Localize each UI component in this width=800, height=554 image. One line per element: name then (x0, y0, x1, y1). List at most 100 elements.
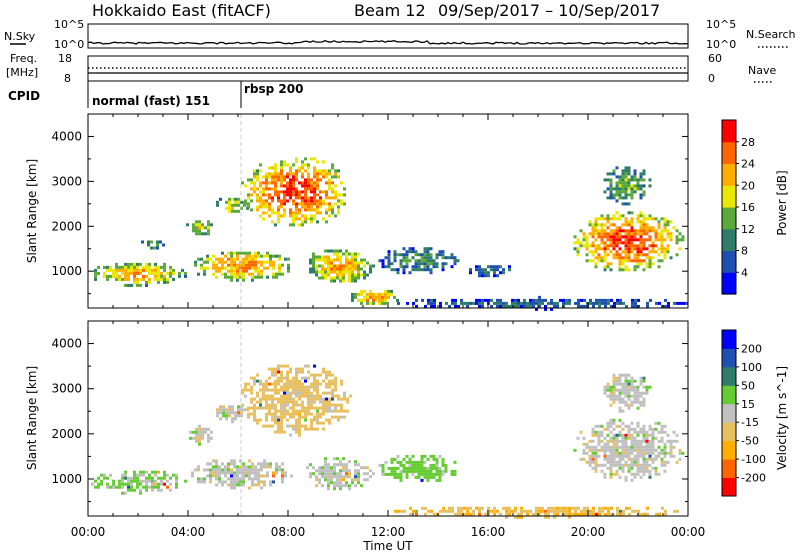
velocity-y-tick-label: 4000 (51, 337, 82, 351)
velocity-echo-cell (435, 469, 439, 473)
velocity-echo-cell (254, 465, 257, 469)
velocity-echo-cell (664, 509, 667, 513)
power-echo-cell (234, 203, 237, 207)
power-echo-cell (406, 301, 409, 305)
power-echo-cell (615, 199, 619, 203)
velocity-echo-cell (591, 433, 595, 437)
velocity-echo-cell (387, 472, 391, 476)
velocity-echo-cell (244, 382, 247, 386)
power-echo-cell (280, 160, 283, 164)
velocity-echo-cell (286, 373, 289, 377)
velocity-echo-cell (597, 442, 601, 446)
velocity-echo-cell (298, 382, 301, 386)
power-echo-cell (630, 217, 634, 221)
power-echo-cell (633, 247, 637, 251)
velocity-echo-cell (594, 457, 598, 461)
power-echo-cell (327, 258, 330, 262)
power-echo-cell (390, 262, 394, 266)
power-echo-cell (627, 202, 631, 206)
velocity-echo-cell (289, 400, 292, 404)
velocity-echo-cell (595, 512, 598, 516)
velocity-echo-cell (612, 379, 616, 383)
velocity-echo-cell (310, 418, 313, 422)
power-echo-cell (444, 262, 448, 266)
power-echo-cell (609, 193, 613, 197)
radar-title: Hokkaido East (fitACF) (92, 1, 271, 20)
power-echo-cell (624, 223, 628, 227)
velocity-echo-cell (127, 476, 130, 480)
velocity-echo-cell (262, 388, 265, 392)
power-echo-cell (417, 268, 421, 272)
power-echo-cell (556, 304, 559, 308)
velocity-echo-cell (627, 436, 631, 440)
power-echo-cell (195, 232, 198, 236)
velocity-echo-cell (237, 411, 240, 415)
velocity-echo-cell (651, 445, 655, 449)
power-echo-cell (642, 229, 646, 233)
velocity-echo-cell (298, 388, 301, 392)
power-echo-cell (328, 208, 331, 212)
velocity-echo-cell (237, 408, 240, 412)
power-echo-cell (639, 235, 643, 239)
velocity-echo-cell (253, 382, 256, 386)
power-echo-cell (417, 253, 421, 257)
velocity-echo-cell (221, 471, 224, 475)
velocity-echo-cell (633, 427, 637, 431)
velocity-echo-cell (369, 469, 372, 473)
power-echo-cell (157, 268, 160, 272)
velocity-echo-cell (280, 394, 283, 398)
power-echo-cell (585, 238, 589, 242)
velocity-echo-cell (221, 468, 224, 472)
power-echo-cell (259, 181, 262, 185)
velocity-echo-cell (597, 439, 601, 443)
power-echo-cell (342, 252, 345, 256)
power-echo-cell (466, 301, 469, 305)
power-echo-cell (287, 263, 290, 267)
power-echo-cell (295, 193, 298, 197)
power-echo-cell (301, 163, 304, 167)
velocity-echo-cell (313, 394, 316, 398)
power-echo-cell (236, 254, 239, 258)
velocity-echo-cell (505, 512, 508, 516)
velocity-echo-cell (354, 475, 357, 479)
velocity-echo-cell (438, 478, 442, 482)
power-echo-cell (239, 263, 242, 267)
power-echo-cell (451, 298, 454, 302)
velocity-echo-cell (327, 463, 330, 467)
velocity-colorbar-frame (721, 329, 737, 497)
velocity-echo-cell (222, 414, 225, 418)
velocity-echo-cell (136, 485, 139, 489)
power-echo-cell (630, 232, 634, 236)
velocity-echo-cell (457, 512, 460, 516)
velocity-echo-cell (612, 457, 616, 461)
velocity-echo-cell (399, 472, 403, 476)
velocity-echo-cell (654, 466, 658, 470)
power-echo-cell (312, 255, 315, 259)
velocity-echo-cell (636, 457, 640, 461)
power-echo-cell (225, 200, 228, 204)
velocity-echo-cell (271, 406, 274, 410)
velocity-echo-cell (346, 397, 349, 401)
power-echo-cell (310, 202, 313, 206)
velocity-echo-cell (295, 382, 298, 386)
velocity-echo-cell (621, 454, 625, 458)
velocity-echo-cell (627, 388, 631, 392)
power-echo-cell (283, 193, 286, 197)
time-tick-label: 12:00 (371, 525, 406, 539)
power-echo-cell (456, 259, 460, 263)
velocity-echo-cell (426, 457, 430, 461)
power-echo-cell (588, 250, 592, 254)
power-echo-cell (304, 193, 307, 197)
velocity-echo-cell (197, 477, 200, 481)
power-echo-cell (250, 193, 253, 197)
power-echo-cell (322, 160, 325, 164)
power-echo-cell (663, 226, 667, 230)
power-echo-cell (657, 223, 661, 227)
power-echo-cell (292, 193, 295, 197)
power-echo-cell (351, 264, 354, 268)
power-echo-cell (269, 257, 272, 261)
power-echo-cell (278, 263, 281, 267)
velocity-echo-cell (585, 460, 589, 464)
velocity-echo-cell (621, 400, 625, 404)
power-echo-cell (307, 199, 310, 203)
